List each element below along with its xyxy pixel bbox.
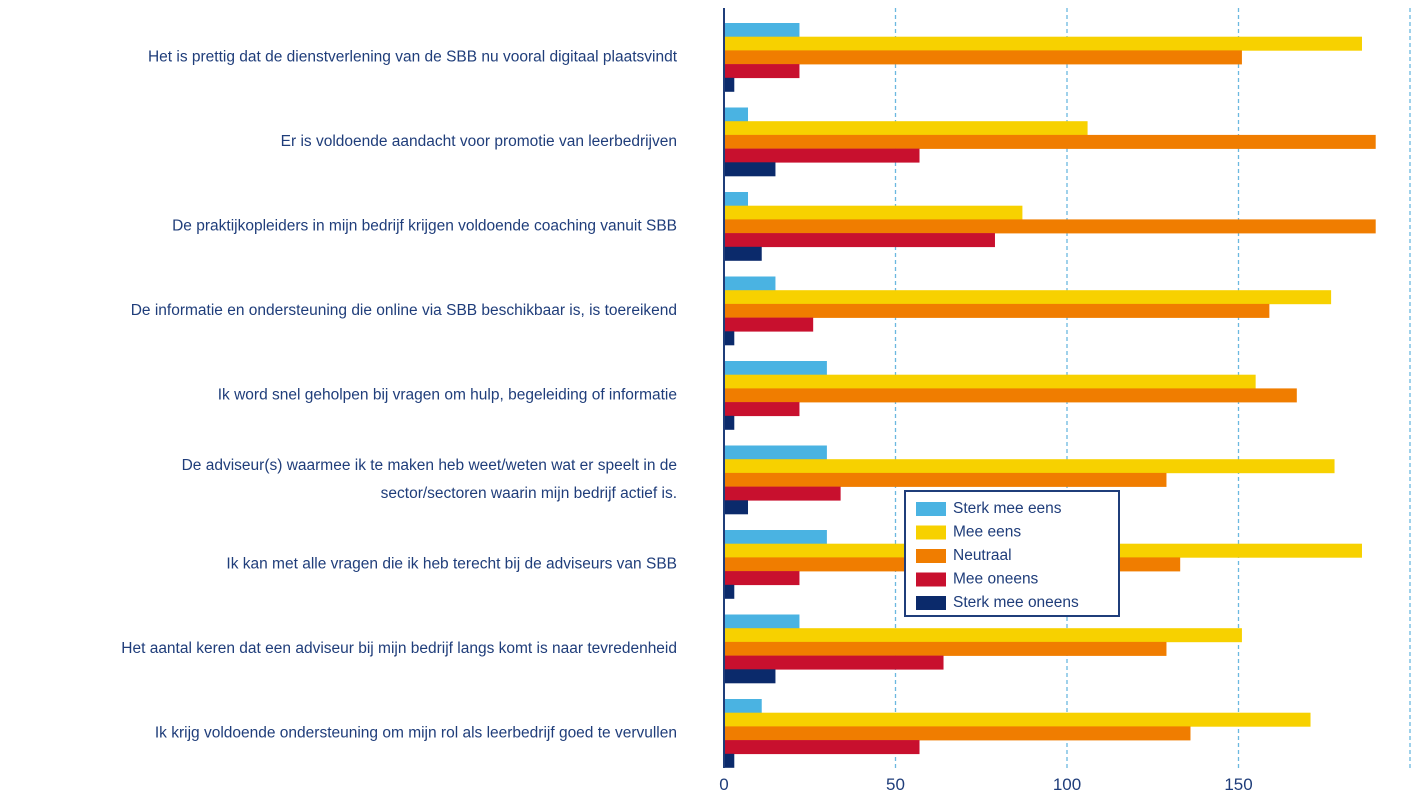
- bar: [724, 108, 748, 122]
- bar: [724, 149, 920, 163]
- bar: [724, 402, 799, 416]
- bar: [724, 121, 1088, 135]
- legend-label: Mee eens: [953, 524, 1021, 541]
- bar: [724, 487, 841, 501]
- bar: [724, 37, 1362, 51]
- x-tick-label: 50: [886, 775, 905, 794]
- bar: [724, 446, 827, 460]
- legend-swatch: [916, 549, 946, 563]
- bar: [724, 206, 1022, 220]
- bar: [724, 459, 1335, 473]
- bar: [724, 628, 1242, 642]
- category-label: Het is prettig dat de dienstverlening va…: [148, 48, 678, 65]
- bar: [724, 361, 827, 375]
- legend-label: Sterk mee eens: [953, 500, 1062, 517]
- category-label: Er is voldoende aandacht voor promotie v…: [281, 133, 677, 150]
- bar: [724, 571, 799, 585]
- category-label: De adviseur(s) waarmee ik te maken heb w…: [182, 457, 677, 474]
- x-tick-label: 100: [1053, 775, 1081, 794]
- bar: [724, 162, 775, 176]
- category-label: Ik kan met alle vragen die ik heb terech…: [226, 555, 677, 572]
- legend-swatch: [916, 596, 946, 610]
- category-label: De praktijkopleiders in mijn bedrijf kri…: [172, 217, 677, 234]
- bar: [724, 192, 748, 206]
- bar: [724, 247, 762, 261]
- category-label: Ik krijg voldoende ondersteuning om mijn…: [155, 724, 677, 741]
- bar: [724, 23, 799, 37]
- category-labels: Het is prettig dat de dienstverlening va…: [121, 48, 677, 741]
- bar: [724, 416, 734, 430]
- bar: [724, 290, 1331, 304]
- x-tick-label: 150: [1224, 775, 1252, 794]
- bar: [724, 50, 1242, 64]
- category-label: De informatie en ondersteuning die onlin…: [131, 302, 677, 319]
- bar: [724, 656, 944, 670]
- bar: [724, 642, 1166, 656]
- legend-swatch: [916, 502, 946, 516]
- legend-swatch: [916, 573, 946, 587]
- category-label: sector/sectoren waarin mijn bedrijf acti…: [381, 485, 677, 502]
- bar: [724, 277, 775, 291]
- bar: [724, 388, 1297, 402]
- category-label: Het aantal keren dat een adviseur bij mi…: [121, 640, 677, 657]
- bar: [724, 78, 734, 92]
- bar: [724, 754, 734, 768]
- bar: [724, 530, 827, 544]
- legend-label: Sterk mee oneens: [953, 594, 1079, 611]
- bar: [724, 64, 799, 78]
- bar: [724, 304, 1269, 318]
- bar: [724, 585, 734, 599]
- bar: [724, 726, 1190, 740]
- x-axis-ticks: 0 50 100 150: [719, 775, 1252, 794]
- bar: [724, 699, 762, 713]
- bar: [724, 135, 1376, 149]
- bar: [724, 615, 799, 629]
- bar: [724, 318, 813, 332]
- bar: [724, 331, 734, 345]
- bar: [724, 669, 775, 683]
- bars: [724, 23, 1376, 768]
- bar: [724, 473, 1166, 487]
- bar: [724, 219, 1376, 233]
- legend-label: Mee oneens: [953, 571, 1039, 588]
- legend-swatch: [916, 526, 946, 540]
- category-label: Ik word snel geholpen bij vragen om hulp…: [218, 386, 677, 403]
- bar: [724, 740, 920, 754]
- bar: [724, 500, 748, 514]
- bar: [724, 375, 1256, 389]
- legend-label: Neutraal: [953, 547, 1012, 564]
- bar: [724, 233, 995, 247]
- x-tick-label: 0: [719, 775, 728, 794]
- bar: [724, 713, 1311, 727]
- legend: Sterk mee eens Mee eens Neutraal Mee oneens…: [905, 491, 1119, 616]
